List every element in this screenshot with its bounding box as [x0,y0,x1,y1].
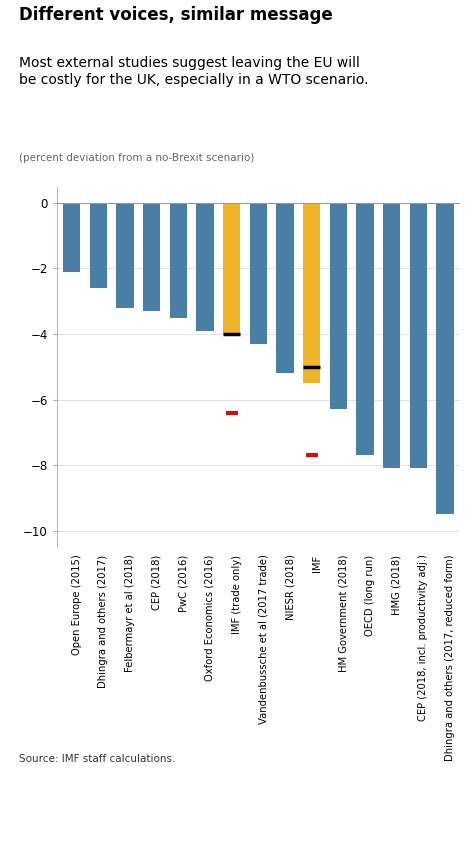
Text: (percent deviation from a no-Brexit scenario): (percent deviation from a no-Brexit scen… [19,153,255,163]
Bar [410,203,427,468]
Bar [223,203,240,334]
Bar [90,203,107,288]
Bar [143,203,160,311]
Text: Most external studies suggest leaving the EU will
be costly for the UK, especial: Most external studies suggest leaving th… [19,56,368,86]
Bar [437,203,454,514]
Text: Different voices, similar message: Different voices, similar message [19,6,333,24]
Bar [330,203,347,410]
Bar [250,203,267,343]
Bar [303,203,320,383]
Text: IMF: IMF [50,813,64,819]
Bar [276,203,294,373]
Bar [196,203,214,331]
Text: INTERNATIONAL
MONETARY FUND: INTERNATIONAL MONETARY FUND [104,805,205,828]
Text: Source: IMF staff calculations.: Source: IMF staff calculations. [19,754,175,764]
Bar [383,203,401,468]
Bar [63,203,80,271]
Bar [356,203,374,455]
Bar [170,203,187,318]
Bar [116,203,134,308]
